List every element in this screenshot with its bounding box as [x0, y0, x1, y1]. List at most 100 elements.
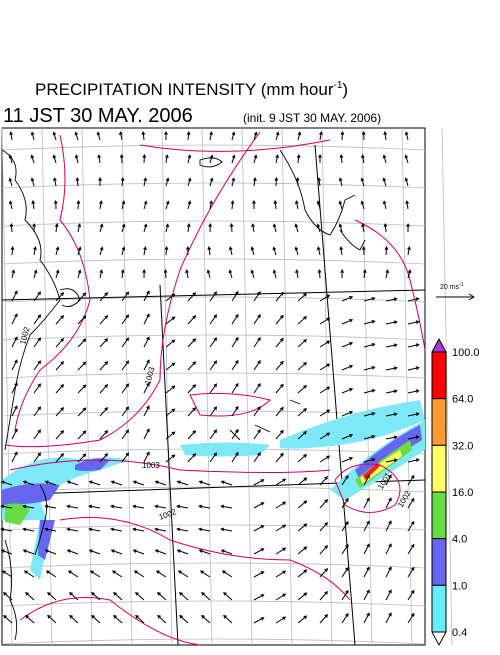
wind-arrow	[121, 383, 130, 394]
wind-arrow	[22, 504, 35, 509]
grid-line	[161, 127, 173, 646]
wind-arrow	[76, 199, 81, 210]
wind-arrow	[154, 504, 167, 509]
wind-arrow	[253, 314, 261, 325]
wind-arrow	[11, 428, 18, 440]
region-boundary	[1, 289, 426, 301]
wind-arrow	[77, 384, 87, 394]
wind-arrow	[272, 223, 277, 233]
wind-arrow	[121, 223, 126, 233]
wind-arrow	[319, 340, 331, 348]
wind-arrow	[47, 591, 57, 601]
wind-arrow	[319, 432, 331, 440]
wind-arrow	[407, 366, 420, 371]
wind-arrow	[405, 200, 409, 210]
wind-arrow	[0, 549, 13, 555]
wind-arrow	[209, 406, 218, 417]
colorbar: 100.0 64.0 32.0 16.0 4.0 1.0 0.4	[431, 337, 480, 647]
wind-arrow	[143, 405, 150, 417]
wind-arrow	[385, 412, 398, 417]
wind-arrow	[319, 294, 331, 302]
wind-arrow	[207, 246, 212, 256]
map-panel: 1002 1003 1003 1002 1001 1002	[0, 127, 453, 646]
wind-arrow	[363, 457, 376, 463]
wind-arrow	[341, 365, 354, 371]
map-frame	[1, 127, 426, 646]
wind-arrow	[363, 388, 376, 394]
wind-arrow	[165, 223, 170, 233]
wind-arrow	[363, 566, 370, 578]
wind-arrow	[119, 153, 124, 164]
grid-line	[81, 127, 93, 646]
wind-arrow	[253, 360, 261, 371]
wind-arrow	[297, 131, 302, 141]
wind-arrow	[363, 434, 376, 440]
wind-arrow	[231, 290, 239, 302]
wind-arrow	[385, 389, 398, 394]
wind-arrow	[231, 131, 236, 141]
wind-arrow	[179, 591, 189, 601]
wind-arrow	[385, 474, 392, 486]
wind-arrow	[383, 223, 388, 233]
wind-arrow	[209, 154, 214, 164]
wind-arrow	[407, 343, 420, 348]
wind-arrow	[121, 246, 126, 256]
wind-arrow	[275, 406, 284, 417]
wind-arrow	[341, 411, 354, 417]
wind-arrow	[88, 504, 101, 509]
wind-arrow	[407, 458, 420, 463]
colorbar-segment	[431, 538, 447, 586]
wind-arrow	[113, 614, 123, 624]
wind-arrow	[385, 520, 392, 532]
wind-arrow	[209, 337, 218, 348]
wind-arrow	[384, 245, 389, 256]
wind-arrow	[119, 131, 123, 141]
wind-arrow	[11, 382, 18, 394]
wind-arrow	[177, 570, 189, 578]
wind-arrow	[275, 452, 284, 463]
wind-arrow	[361, 223, 365, 233]
wind-arrow	[209, 383, 218, 394]
wind-arrow	[316, 223, 321, 233]
wind-arrow	[99, 338, 109, 348]
grid-line	[281, 127, 293, 646]
grid-line	[41, 127, 53, 646]
wind-arrow	[120, 177, 125, 187]
wind-arrow	[22, 480, 35, 486]
wind-arrow	[231, 177, 236, 187]
wind-arrow	[198, 504, 211, 509]
wind-arrow	[407, 497, 415, 509]
wind-arrow	[165, 339, 176, 348]
wind-arrow	[297, 592, 308, 601]
wind-arrow	[113, 591, 123, 601]
wind-arrow	[361, 154, 365, 164]
wind-arrow	[75, 176, 80, 187]
wind-arrow	[404, 154, 409, 164]
wind-arrow	[253, 406, 261, 417]
wind-arrow	[8, 200, 13, 210]
wind-arrow	[229, 222, 234, 233]
wind-arrow	[253, 429, 261, 440]
wind-arrow	[275, 360, 284, 371]
wind-arrow	[111, 570, 123, 578]
colorbar-under	[431, 631, 447, 647]
wind-arrow	[385, 589, 392, 601]
grid-line	[1, 600, 426, 607]
wind-arrow	[231, 382, 239, 394]
region-lines	[1, 144, 426, 646]
colorbar-label: 1.0	[452, 580, 467, 592]
wind-arrow	[209, 429, 218, 440]
wind-arrow	[341, 497, 349, 509]
wind-arrow	[275, 593, 287, 601]
wind-arrow	[296, 154, 301, 164]
wind-arrow	[341, 296, 354, 302]
wind-arrow	[96, 131, 101, 141]
wind-arrow	[22, 527, 35, 532]
wind-arrow	[231, 405, 239, 417]
wind-arrow	[297, 477, 308, 486]
wind-arrow	[179, 614, 189, 624]
wind-arrow	[186, 131, 191, 141]
wind-arrow	[407, 589, 415, 601]
wind-arrow	[164, 245, 169, 256]
